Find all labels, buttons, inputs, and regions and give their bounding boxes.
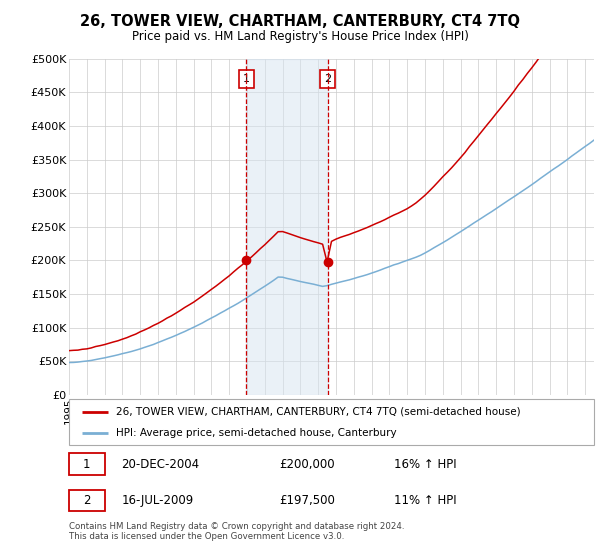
Bar: [247, 59, 328, 395]
FancyBboxPatch shape: [69, 454, 105, 475]
FancyBboxPatch shape: [69, 490, 105, 511]
Text: 26, TOWER VIEW, CHARTHAM, CANTERBURY, CT4 7TQ (semi-detached house): 26, TOWER VIEW, CHARTHAM, CANTERBURY, CT…: [116, 407, 521, 417]
Text: 16-JUL-2009: 16-JUL-2009: [121, 494, 194, 507]
Text: 26, TOWER VIEW, CHARTHAM, CANTERBURY, CT4 7TQ: 26, TOWER VIEW, CHARTHAM, CANTERBURY, CT…: [80, 14, 520, 29]
Text: 2: 2: [83, 494, 91, 507]
Text: 1: 1: [243, 74, 250, 84]
Text: £200,000: £200,000: [279, 458, 335, 470]
Text: £197,500: £197,500: [279, 494, 335, 507]
Text: 16% ↑ HPI: 16% ↑ HPI: [395, 458, 457, 470]
Text: 11% ↑ HPI: 11% ↑ HPI: [395, 494, 457, 507]
Text: 1: 1: [83, 458, 91, 470]
Text: HPI: Average price, semi-detached house, Canterbury: HPI: Average price, semi-detached house,…: [116, 428, 397, 438]
Text: 20-DEC-2004: 20-DEC-2004: [121, 458, 200, 470]
Text: Contains HM Land Registry data © Crown copyright and database right 2024.
This d: Contains HM Land Registry data © Crown c…: [69, 522, 404, 542]
Text: 2: 2: [324, 74, 331, 84]
Text: Price paid vs. HM Land Registry's House Price Index (HPI): Price paid vs. HM Land Registry's House …: [131, 30, 469, 43]
